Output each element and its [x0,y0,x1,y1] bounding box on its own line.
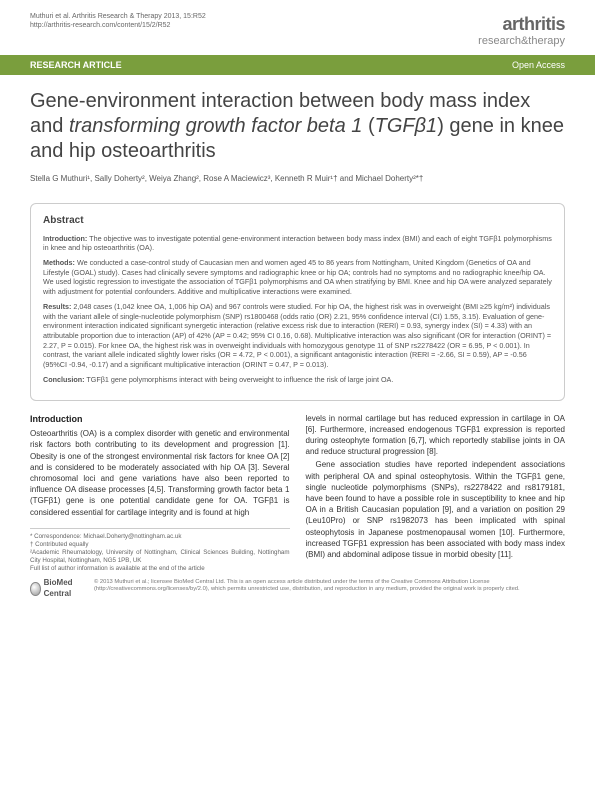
page-footer: BioMed Central © 2013 Muthuri et al.; li… [0,573,595,599]
abstract-results: Results: 2,048 cases (1,042 knee OA, 1,0… [43,302,552,370]
journal-subtitle: research&therapy [478,34,565,49]
intro-paragraph-right-1: levels in normal cartilage but has reduc… [306,413,566,458]
correspondence-block: * Correspondence: Michael.Doherty@nottin… [30,528,290,573]
abstract-conclusion: Conclusion: TGFβ1 gene polymorphisms int… [43,375,552,385]
title-block: Gene-environment interaction between bod… [0,75,595,193]
left-column: Introduction Osteoarthritis (OA) is a co… [30,413,290,573]
correspondence-email[interactable]: * Correspondence: Michael.Doherty@nottin… [30,533,290,541]
citation-url[interactable]: http://arthritis-research.com/content/15… [30,21,206,30]
contrib-note: † Contributed equally [30,541,290,549]
abstract-heading: Abstract [43,214,552,228]
abstract-box: Abstract Introduction: The objective was… [30,203,565,401]
article-title: Gene-environment interaction between bod… [30,89,565,164]
intro-paragraph-left: Osteoarthritis (OA) is a complex disorde… [30,428,290,518]
author-info-note: Full list of author information is avail… [30,565,290,573]
article-type-bar: RESEARCH ARTICLE Open Access [0,55,595,75]
body-columns: Introduction Osteoarthritis (OA) is a co… [0,413,595,573]
citation-line: Muthuri et al. Arthritis Research & Ther… [30,12,206,21]
journal-name: arthritis [478,12,565,36]
introduction-heading: Introduction [30,413,290,426]
bmc-circle-icon [30,582,41,596]
license-text: © 2013 Muthuri et al.; licensee BioMed C… [94,579,565,593]
intro-paragraph-right-2: Gene association studies have reported i… [306,459,566,560]
open-access-label: Open Access [512,59,565,71]
page-header: Muthuri et al. Arthritis Research & Ther… [0,0,595,55]
citation-block: Muthuri et al. Arthritis Research & Ther… [30,12,206,30]
journal-logo: arthritis research&therapy [478,12,565,49]
abstract-methods: Methods: We conducted a case-control stu… [43,258,552,297]
affiliation-note: ²Academic Rheumatology, University of No… [30,549,290,565]
biomed-central-logo: BioMed Central [30,579,86,599]
authors-line: Stella G Muthuri¹, Sally Doherty², Weiya… [30,174,565,185]
right-column: levels in normal cartilage but has reduc… [306,413,566,573]
bmc-text: BioMed Central [44,578,86,600]
abstract-intro: Introduction: The objective was to inves… [43,234,552,253]
article-type-label: RESEARCH ARTICLE [30,59,122,71]
